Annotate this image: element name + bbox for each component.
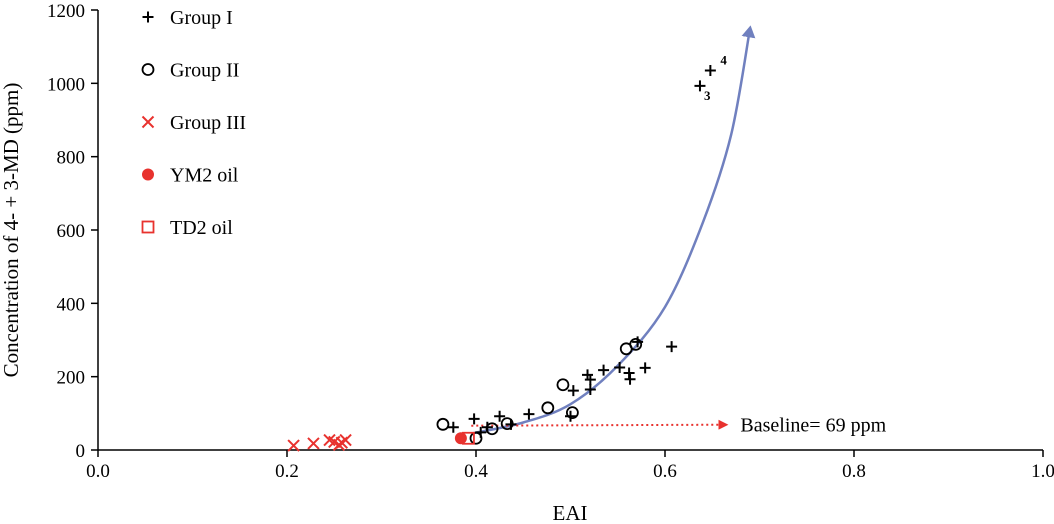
trend-curve: [471, 25, 756, 435]
point-group-i: [565, 410, 576, 422]
point-group-ii: [556, 378, 570, 392]
x-tick-label: 0.0: [86, 461, 110, 482]
point-number-label: 3: [704, 88, 711, 103]
point-group-i: [584, 374, 596, 386]
point-group-ii: [500, 417, 514, 431]
y-tick-label: 1200: [47, 1, 85, 22]
legend-marker: [142, 11, 154, 23]
legend-label: TD2 oil: [170, 217, 233, 239]
legend-label: YM2 oil: [170, 165, 239, 187]
point-group-i: [666, 341, 678, 353]
trend-curve-layer: [471, 25, 756, 435]
legend-marker: [141, 220, 155, 234]
point-group-ii: [485, 422, 499, 436]
x-tick-label: 0.6: [653, 461, 677, 482]
point-group-i: [567, 385, 579, 397]
x-axis-title: EAI: [553, 501, 588, 524]
point-ym2-oil: [454, 432, 467, 445]
point-group-ii: [565, 406, 579, 420]
point-group-i: [704, 65, 716, 76]
point-group-iii: [307, 437, 320, 450]
legend-marker: [141, 115, 155, 129]
point-group-i: [523, 408, 535, 420]
y-tick-label: 600: [57, 221, 86, 242]
y-tick-label: 200: [57, 368, 86, 389]
point-group-i: [468, 413, 480, 425]
point-group-i: [598, 364, 610, 376]
baseline-layer: Baseline= 69 ppm: [471, 415, 887, 437]
legend-label: Group III: [170, 112, 246, 134]
axis-ticks: 0.0 0.2 0.4 0.6 0.8 1.0 0 200 400 600 800 1000 1200: [47, 1, 1054, 482]
point-number-label: 4: [720, 53, 727, 68]
point-group-ii: [469, 431, 483, 445]
point-group-i: [614, 362, 626, 373]
x-tick-label: 1.0: [1031, 461, 1054, 482]
point-group-i: [447, 421, 459, 433]
point-group-i: [624, 373, 636, 385]
y-tick-label: 400: [57, 294, 86, 315]
legend-marker: [141, 63, 155, 76]
point-group-ii: [541, 401, 555, 415]
point-td2-oil: [462, 431, 475, 445]
y-axis-title: Concentration of 4- + 3-MD (ppm): [0, 83, 23, 378]
data-points: [287, 65, 716, 452]
point-group-ii: [629, 337, 643, 351]
y-tick-label: 0: [76, 441, 86, 462]
point-group-i: [694, 80, 706, 92]
baseline-label: Baseline= 69 ppm: [740, 415, 886, 437]
point-group-iii: [339, 433, 352, 447]
point-group-i: [584, 384, 596, 395]
y-tick-label: 800: [57, 148, 86, 169]
x-tick-label: 0.4: [464, 461, 488, 482]
y-tick-label: 1000: [47, 74, 85, 95]
point-group-i: [639, 362, 651, 374]
axes: [97, 10, 1043, 451]
point-group-ii: [436, 417, 450, 431]
point-group-iii: [287, 439, 300, 452]
legend-marker: [142, 168, 154, 181]
legend: Group I Group II Group III YM2 oil TD2 oil: [141, 7, 246, 239]
x-tick-label: 0.8: [842, 461, 866, 482]
point-group-i: [494, 410, 506, 422]
x-tick-label: 0.2: [275, 461, 299, 482]
legend-label: Group II: [170, 60, 239, 82]
legend-label: Group I: [170, 7, 233, 29]
point-labels: 34: [704, 53, 727, 103]
